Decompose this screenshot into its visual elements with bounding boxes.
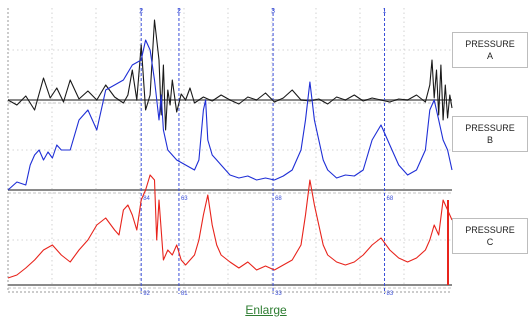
marker-label-2-1: 68	[275, 196, 282, 202]
series-line-0	[7, 19, 453, 131]
marker-tag-3: 1	[383, 8, 387, 15]
series-line-1	[7, 39, 453, 191]
pressure-c-label-line2: C	[486, 237, 494, 247]
pressure-b-label-line2: B	[486, 135, 493, 145]
pressure-c-label: PRESSURE C	[452, 218, 528, 254]
pressure-a-label-line2: A	[486, 51, 493, 61]
pressure-b-label: PRESSURE B	[452, 116, 528, 152]
marker-label-1-2: 81	[181, 291, 188, 297]
marker-tag-2: 3	[271, 8, 275, 15]
pressure-a-label-line1: PRESSURE	[465, 39, 515, 49]
marker-label-3-2: 83	[387, 291, 394, 297]
enlarge-link[interactable]: Enlarge	[245, 303, 287, 317]
marker-label-0-1: 84	[143, 196, 150, 202]
marker-tag-1: 2	[177, 8, 181, 15]
marker-label-2-2: 33	[275, 291, 282, 297]
pressure-c-label-line1: PRESSURE	[465, 225, 515, 235]
pressure-b-label-line1: PRESSURE	[465, 123, 515, 133]
series-line-2	[7, 174, 453, 279]
pressure-a-label: PRESSURE A	[452, 32, 528, 68]
marker-tag-0: 2	[139, 8, 143, 15]
marker-label-3-1: 68	[387, 196, 394, 202]
marker-label-0-2: 92	[143, 291, 150, 297]
marker-label-1-1: 63	[181, 196, 188, 202]
pressure-chart: 2 84 92 2 63 81 3 68 33 1 68 83	[7, 8, 453, 297]
